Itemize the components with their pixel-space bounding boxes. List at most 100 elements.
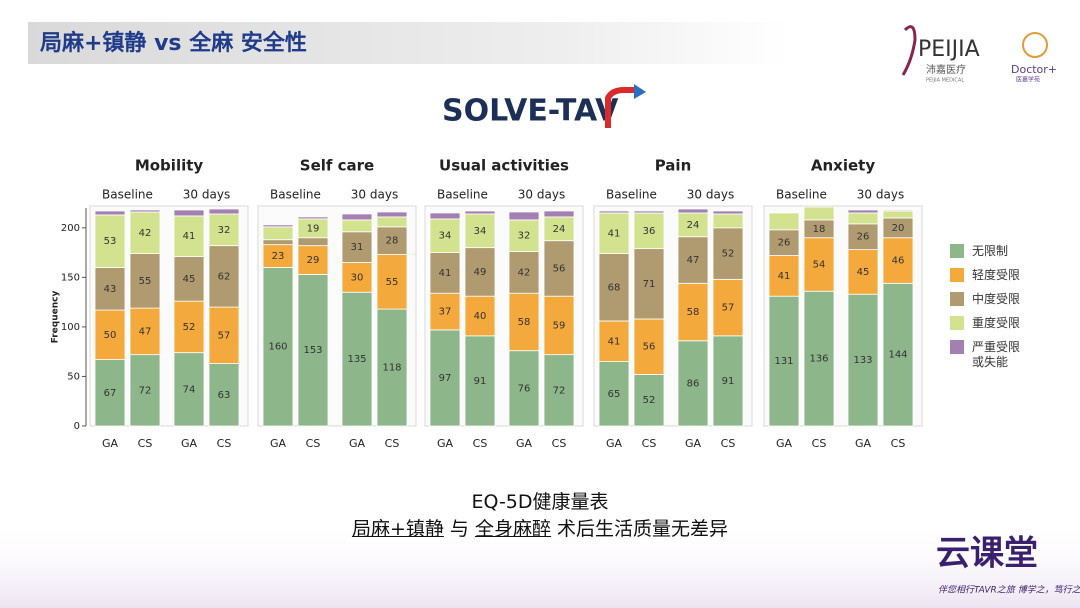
legend-label: 严重受限或失能 bbox=[972, 340, 1021, 369]
data-label: 52 bbox=[722, 249, 735, 260]
data-label: 118 bbox=[382, 363, 401, 374]
data-label: 19 bbox=[307, 223, 320, 234]
x-tick-label: GA bbox=[437, 437, 454, 450]
bar-segment bbox=[262, 226, 294, 241]
data-label: 58 bbox=[518, 317, 531, 328]
bar-segment bbox=[94, 210, 126, 216]
group-label: 30 days bbox=[518, 188, 565, 202]
data-label: 52 bbox=[643, 395, 656, 406]
chart-title: Pain bbox=[655, 157, 692, 175]
x-tick-label: GA bbox=[270, 437, 287, 450]
bar-segment bbox=[598, 320, 630, 362]
bar-segment bbox=[768, 229, 800, 256]
data-label: 20 bbox=[892, 223, 905, 234]
bar-segment bbox=[543, 295, 575, 356]
bar-segment bbox=[712, 210, 744, 215]
bar-segment bbox=[94, 214, 126, 268]
data-label: 55 bbox=[386, 277, 399, 288]
x-tick-label: CS bbox=[138, 437, 153, 450]
bar-segment bbox=[341, 219, 373, 233]
bar-segment bbox=[712, 227, 744, 280]
slide-title: 局麻+镇静 vs 全麻 安全性 bbox=[40, 30, 307, 56]
data-label: 97 bbox=[439, 373, 452, 384]
group-label: 30 days bbox=[183, 188, 230, 202]
legend-item: 轻度受限 bbox=[950, 268, 1024, 283]
caption-and: 与 bbox=[449, 518, 469, 540]
bar-segment bbox=[508, 292, 540, 352]
x-tick-label: CS bbox=[721, 437, 736, 450]
data-label: 53 bbox=[104, 236, 117, 247]
data-label: 74 bbox=[183, 384, 196, 395]
footer-slogan: 伴您相行TAVR之旅 博学之，笃行之 bbox=[938, 585, 1080, 596]
doctor-cn: 医嘉学苑 bbox=[1016, 76, 1040, 84]
data-label: 56 bbox=[553, 263, 566, 274]
data-label: 40 bbox=[474, 311, 487, 322]
logo: SOLVE-TAV bbox=[442, 94, 619, 129]
x-tick-label: CS bbox=[217, 437, 232, 450]
y-axis-label: Frequency bbox=[51, 291, 61, 344]
bar-segment bbox=[768, 212, 800, 231]
bar-segment bbox=[598, 253, 630, 322]
caption-a: 局麻+镇静 bbox=[351, 518, 444, 540]
data-label: 23 bbox=[272, 251, 285, 262]
x-tick-label: GA bbox=[606, 437, 623, 450]
bar-segment bbox=[129, 307, 161, 356]
bar-segment bbox=[677, 208, 709, 214]
data-label: 52 bbox=[183, 322, 196, 333]
bar-segment bbox=[598, 361, 630, 427]
legend-swatch bbox=[950, 292, 964, 306]
x-tick-label: CS bbox=[385, 437, 400, 450]
bar-segment bbox=[508, 211, 540, 221]
bar-segment bbox=[543, 354, 575, 427]
x-tick-label: GA bbox=[685, 437, 702, 450]
bar-segment bbox=[208, 245, 240, 308]
bar-segment bbox=[633, 318, 665, 375]
data-label: 160 bbox=[268, 342, 287, 353]
data-label: 91 bbox=[474, 376, 487, 387]
caption-1: EQ-5D健康量表 bbox=[0, 487, 1080, 514]
bar-segment bbox=[376, 211, 408, 218]
group-label: 30 days bbox=[687, 188, 734, 202]
bar-segment bbox=[508, 350, 540, 427]
legend-swatch bbox=[950, 340, 964, 354]
bar-segment bbox=[341, 213, 373, 221]
bar-segment bbox=[464, 213, 496, 249]
data-label: 30 bbox=[351, 272, 364, 283]
data-label: 18 bbox=[813, 224, 826, 235]
bar-segment bbox=[598, 212, 630, 254]
legend-item: 重度受限 bbox=[950, 316, 1024, 331]
chart-title: Self care bbox=[300, 157, 374, 175]
bar-segment bbox=[297, 273, 329, 427]
bar-segment bbox=[129, 211, 161, 254]
data-label: 47 bbox=[687, 255, 700, 266]
bar-segment bbox=[712, 278, 744, 337]
data-label: 153 bbox=[303, 345, 322, 356]
bar-segment bbox=[882, 209, 914, 212]
bar-segment bbox=[208, 306, 240, 364]
bar-segment bbox=[712, 213, 744, 229]
bar-segment bbox=[712, 335, 744, 427]
x-tick-label: GA bbox=[349, 437, 366, 450]
bar-segment bbox=[882, 210, 914, 219]
data-label: 34 bbox=[474, 226, 487, 237]
data-label: 65 bbox=[608, 389, 621, 400]
data-label: 37 bbox=[439, 307, 452, 318]
caption-text: EQ-5D健康量表 bbox=[471, 491, 609, 513]
data-label: 47 bbox=[139, 326, 152, 337]
data-label: 59 bbox=[553, 320, 566, 331]
x-tick-label: GA bbox=[516, 437, 533, 450]
data-label: 54 bbox=[813, 259, 826, 270]
bar-segment bbox=[173, 215, 205, 257]
y-tick-label: 200 bbox=[61, 223, 80, 234]
group-label: Baseline bbox=[270, 188, 321, 202]
x-tick-label: CS bbox=[552, 437, 567, 450]
logo-arrow bbox=[605, 87, 636, 128]
data-label: 68 bbox=[608, 282, 621, 293]
data-label: 91 bbox=[722, 376, 735, 387]
data-label: 136 bbox=[809, 354, 828, 365]
data-label: 31 bbox=[351, 242, 364, 253]
legend-label: 中度受限 bbox=[972, 292, 1021, 306]
x-tick-label: GA bbox=[776, 437, 793, 450]
data-label: 24 bbox=[553, 224, 566, 235]
data-label: 41 bbox=[183, 231, 196, 242]
